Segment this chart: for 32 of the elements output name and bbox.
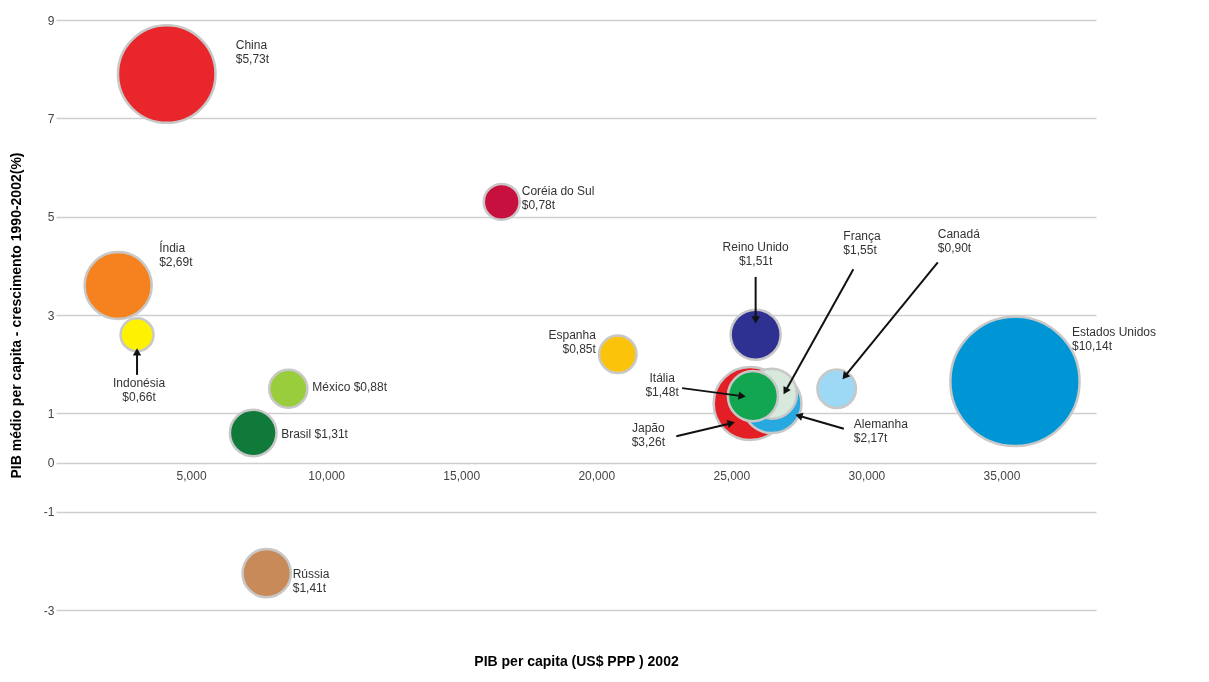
x-tick-label: 25,000 <box>713 469 751 483</box>
annotation: Japão $3,26t <box>631 421 666 450</box>
x-tick-label: 35,000 <box>983 469 1021 483</box>
annotation: Coréia do Sul $0,78t <box>521 183 595 212</box>
annotation: Estados Unidos $10,14t <box>1071 325 1157 354</box>
annotation: Rússia $1,41t <box>292 567 330 596</box>
annotation: Indonésia $0,66t <box>113 375 166 404</box>
annotation: Itália $1,48t <box>645 371 680 400</box>
y-tick-label: -3 <box>43 603 55 618</box>
x-tick-label: 30,000 <box>848 469 886 483</box>
y-tick-label: 9 <box>47 13 55 28</box>
annotation: Índia $2,69t <box>159 239 194 269</box>
y-tick-label: 5 <box>47 210 55 225</box>
x-tick-label: 20,000 <box>578 469 616 483</box>
x-tick-label: 15,000 <box>443 469 481 483</box>
x-tick-label: 10,000 <box>308 469 346 483</box>
annotation: França $1,55t <box>843 229 882 258</box>
y-axis-title: PIB médio per capita - crescimento 1990-2002(%) <box>7 152 24 479</box>
annotation: Espanha $0,85t <box>548 328 597 357</box>
y-tick-label: 0 <box>47 456 55 470</box>
annotation: México $0,88t <box>312 379 388 394</box>
annotation: Alemanha $2,17t <box>853 416 909 445</box>
x-axis-title: PIB per capita (US$ PPP ) 2002 <box>474 652 679 669</box>
y-tick-label: -1 <box>43 505 55 520</box>
annotation: Canadá $0,90t <box>937 227 981 256</box>
annotation: Brasil $1,31t <box>281 427 349 441</box>
annotation: China $5,73t <box>235 38 270 67</box>
y-tick-label: 3 <box>47 308 55 323</box>
y-tick-label: 1 <box>47 406 55 421</box>
x-tick-label: 5,000 <box>176 469 207 483</box>
annotation: Reino Unido $1,51t <box>722 239 789 268</box>
y-tick-label: 7 <box>47 111 55 126</box>
